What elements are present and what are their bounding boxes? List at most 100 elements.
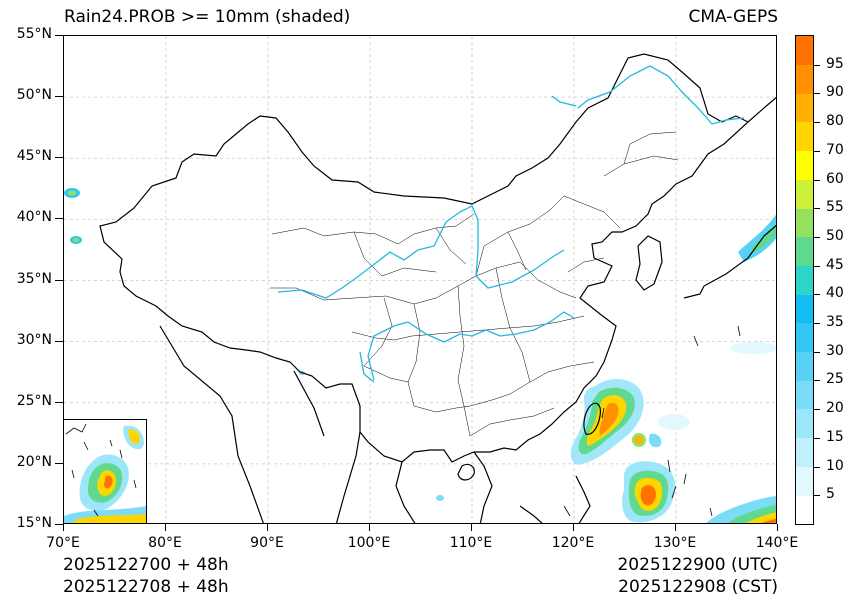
colorbar-tick-label: 50 bbox=[826, 227, 844, 244]
colorbar-tick bbox=[814, 122, 820, 124]
lat-tick bbox=[55, 340, 63, 342]
lat-tick bbox=[55, 401, 63, 403]
colorbar-segment bbox=[796, 294, 813, 324]
colorbar-tick-label: 20 bbox=[826, 400, 844, 417]
lon-tick bbox=[165, 524, 166, 531]
colorbar-segment bbox=[796, 265, 813, 295]
country-borders bbox=[99, 53, 776, 523]
lon-tick-label: 110°E bbox=[449, 535, 493, 551]
colorbar-segment bbox=[796, 495, 813, 525]
init-time-utc: 2025122700 + 48h bbox=[63, 555, 229, 575]
lon-tick bbox=[777, 524, 778, 531]
colorbar-segment bbox=[796, 36, 813, 65]
colorbar-tick bbox=[814, 323, 820, 325]
colorbar-tick-label: 35 bbox=[826, 314, 844, 331]
colorbar-tick-label: 80 bbox=[826, 113, 844, 130]
prob-region-japan-sea bbox=[738, 214, 776, 262]
colorbar-tick bbox=[814, 380, 820, 382]
lon-tick bbox=[675, 524, 676, 531]
colorbar-tick bbox=[814, 294, 820, 296]
lat-tick bbox=[55, 96, 63, 98]
lat-tick-label: 55°N bbox=[16, 26, 52, 42]
model-name: CMA-GEPS bbox=[688, 7, 778, 27]
lon-tick-label: 80°E bbox=[148, 535, 182, 551]
colorbar-tick-label: 25 bbox=[826, 371, 844, 388]
lon-tick bbox=[573, 524, 574, 531]
lat-tick bbox=[55, 218, 63, 220]
colorbar-tick bbox=[814, 351, 820, 353]
lat-tick-label: 45°N bbox=[16, 148, 52, 165]
colorbar-tick bbox=[814, 265, 820, 267]
lat-tick-label: 35°N bbox=[16, 270, 52, 287]
colorbar-tick-label: 30 bbox=[826, 342, 844, 359]
colorbar-tick-label: 40 bbox=[826, 285, 844, 302]
colorbar-tick-label: 95 bbox=[826, 55, 844, 72]
colorbar-tick bbox=[814, 495, 820, 497]
lon-tick-label: 120°E bbox=[551, 535, 595, 551]
lat-tick bbox=[55, 279, 63, 281]
lat-tick-label: 40°N bbox=[16, 209, 52, 226]
lon-tick-label: 90°E bbox=[250, 535, 284, 551]
lon-tick-label: 70°E bbox=[46, 535, 80, 551]
valid-time-utc: 2025122900 (UTC) bbox=[617, 555, 778, 575]
colorbar-segment bbox=[796, 64, 813, 94]
map-title: Rain24.PROB >= 10mm (shaded) bbox=[64, 7, 351, 27]
coast-details bbox=[563, 325, 741, 517]
colorbar-tick-label: 45 bbox=[826, 256, 844, 273]
colorbar-tick-label: 70 bbox=[826, 141, 844, 158]
colorbar-tick bbox=[814, 93, 820, 95]
lat-tick bbox=[55, 462, 63, 464]
colorbar-segment bbox=[796, 208, 813, 238]
colorbar-tick-label: 60 bbox=[826, 170, 844, 187]
province-borders bbox=[270, 131, 679, 437]
lon-tick-label: 130°E bbox=[653, 535, 697, 551]
lon-tick bbox=[369, 524, 370, 531]
lat-tick bbox=[55, 35, 63, 36]
lon-tick-label: 140°E bbox=[755, 535, 799, 551]
map-panel bbox=[63, 35, 777, 524]
lat-tick bbox=[55, 157, 63, 159]
colorbar-segment bbox=[796, 351, 813, 381]
colorbar-tick-label: 55 bbox=[826, 199, 844, 216]
colorbar-tick bbox=[814, 64, 820, 66]
lat-tick bbox=[55, 524, 63, 525]
south-china-sea-inset bbox=[63, 419, 147, 524]
lon-tick bbox=[267, 524, 268, 531]
colorbar-tick bbox=[814, 208, 820, 210]
lon-tick bbox=[63, 524, 64, 531]
colorbar-segment bbox=[796, 466, 813, 496]
colorbar-tick bbox=[814, 437, 820, 439]
colorbar-tick-label: 15 bbox=[826, 428, 844, 445]
lat-tick-label: 15°N bbox=[16, 515, 52, 531]
colorbar-tick bbox=[814, 150, 820, 152]
colorbar-segment bbox=[796, 437, 813, 467]
colorbar-segment bbox=[796, 179, 813, 209]
colorbar-segment bbox=[796, 409, 813, 439]
colorbar-tick-label: 90 bbox=[826, 84, 844, 101]
lon-tick bbox=[471, 524, 472, 531]
rivers bbox=[277, 65, 745, 383]
lon-tick-label: 100°E bbox=[347, 535, 391, 551]
lat-tick-label: 30°N bbox=[16, 331, 52, 348]
colorbar-tick bbox=[814, 179, 820, 181]
colorbar-segment bbox=[796, 93, 813, 123]
colorbar-tick bbox=[814, 466, 820, 468]
colorbar-segment bbox=[796, 236, 813, 266]
colorbar-segment bbox=[796, 323, 813, 353]
colorbar-tick bbox=[814, 236, 820, 238]
colorbar-segment bbox=[796, 122, 813, 152]
valid-time-cst: 2025122908 (CST) bbox=[618, 577, 778, 597]
probability-shading bbox=[64, 188, 776, 523]
lat-tick-label: 20°N bbox=[16, 453, 52, 470]
colorbar bbox=[795, 35, 814, 525]
colorbar-segment bbox=[796, 150, 813, 180]
colorbar-tick bbox=[814, 409, 820, 411]
colorbar-tick-label: 5 bbox=[826, 486, 835, 503]
lat-tick-label: 25°N bbox=[16, 392, 52, 409]
map-canvas bbox=[64, 36, 776, 523]
inset-canvas bbox=[64, 420, 146, 523]
colorbar-segment bbox=[796, 380, 813, 410]
lat-tick-label: 50°N bbox=[16, 87, 52, 104]
init-time-cst: 2025122708 + 48h bbox=[63, 577, 229, 597]
colorbar-tick-label: 10 bbox=[826, 457, 844, 474]
